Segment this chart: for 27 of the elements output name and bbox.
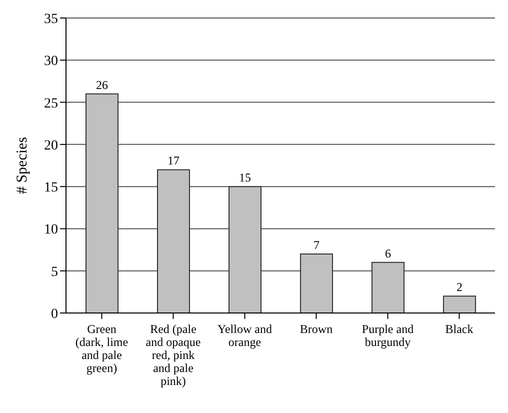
data-label: 15 — [239, 170, 251, 185]
bar — [157, 169, 190, 313]
bar — [443, 296, 476, 313]
bar — [228, 186, 262, 313]
bar — [86, 93, 118, 313]
y-tick-label: 10 — [44, 222, 58, 238]
x-tick-label: Black — [445, 322, 474, 336]
data-label: 26 — [96, 78, 108, 92]
y-tick-label: 35 — [44, 12, 58, 27]
x-tick-label: Brown — [300, 322, 333, 336]
x-tick-label: Purple and burgundy — [362, 322, 414, 349]
data-label: 7 — [314, 238, 320, 252]
y-tick-label: 5 — [51, 264, 58, 280]
y-axis-title: # Species — [14, 136, 30, 194]
y-tick-label: 0 — [51, 306, 58, 322]
y-tick-label: 20 — [44, 138, 58, 154]
bar — [372, 262, 404, 313]
y-tick-label: 30 — [44, 54, 58, 70]
x-tick-label: Red (pale and opaque red, pink and pale pink) — [146, 322, 201, 388]
data-label: 2 — [456, 280, 462, 294]
data-label: 6 — [385, 246, 391, 260]
bar — [300, 254, 333, 313]
data-label: 17 — [168, 154, 180, 168]
y-tick-label: 15 — [44, 180, 58, 196]
x-tick-label: Yellow and orange — [218, 322, 272, 349]
y-tick-label: 25 — [44, 96, 58, 112]
x-tick-label: Green (dark, lime and pale green) — [75, 322, 128, 375]
